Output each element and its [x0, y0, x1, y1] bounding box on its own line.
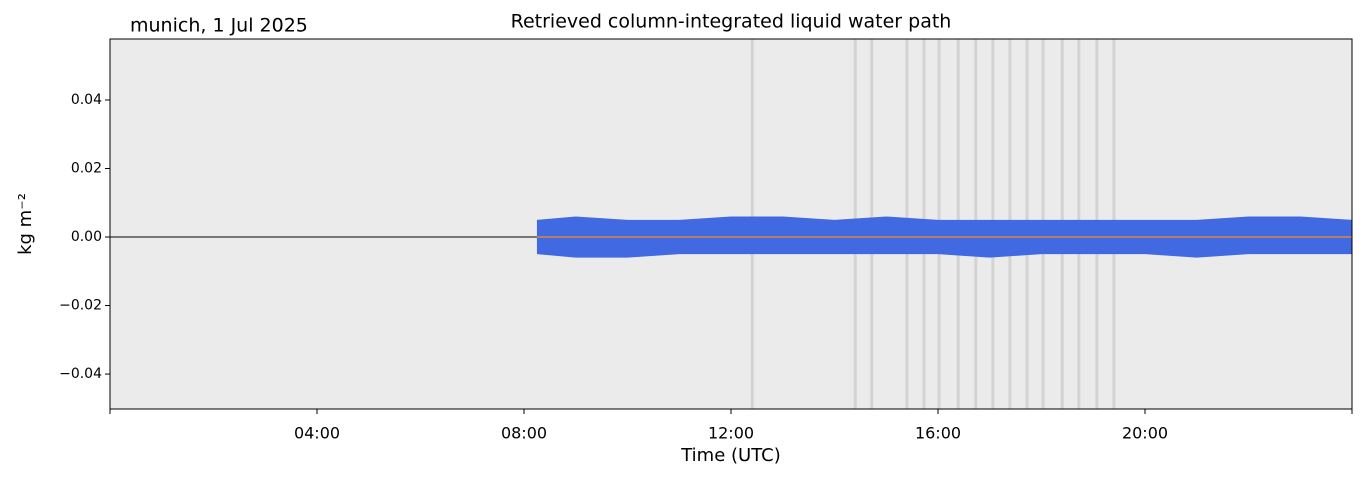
y-tick-label: −0.04	[59, 366, 102, 382]
chart-title: Retrieved column-integrated liquid water…	[511, 11, 952, 33]
x-tick-label: 08:00	[501, 424, 547, 443]
x-tick-label: 20:00	[1122, 424, 1168, 443]
x-tick-label: 16:00	[915, 424, 961, 443]
chart-subtitle: munich, 1 Jul 2025	[130, 15, 308, 37]
y-tick-label: 0.00	[71, 229, 102, 245]
y-tick-label: 0.04	[71, 92, 102, 108]
y-axis-label: kg m⁻²	[15, 193, 36, 255]
y-tick-label: −0.02	[59, 298, 102, 314]
y-tick-label: 0.02	[71, 161, 102, 177]
x-tick-label: 12:00	[708, 424, 754, 443]
x-axis-label: Time (UTC)	[680, 445, 781, 466]
x-tick-label: 04:00	[294, 424, 340, 443]
